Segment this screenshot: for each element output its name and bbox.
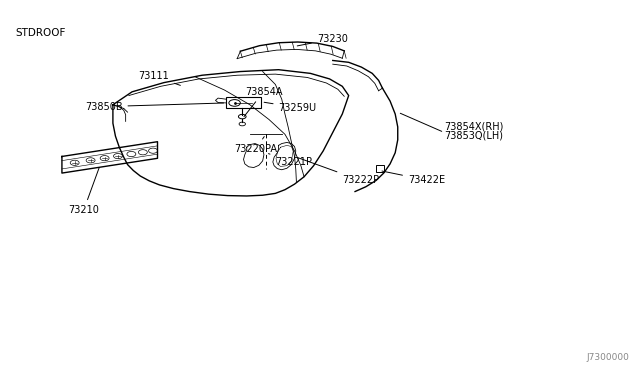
Text: 73111: 73111 [138,71,180,86]
Text: 73853Q(LH): 73853Q(LH) [444,130,503,140]
Text: 73259U: 73259U [264,102,317,113]
Text: 73850B: 73850B [85,102,223,112]
Text: 73422E: 73422E [382,171,445,185]
Text: 73230: 73230 [297,34,348,46]
Text: 73222P: 73222P [297,157,380,186]
Text: 73210: 73210 [68,167,99,215]
Text: J7300000: J7300000 [586,353,629,362]
Text: 73854A: 73854A [244,87,282,116]
Text: STDROOF: STDROOF [15,28,66,38]
Text: 73221P: 73221P [268,154,312,167]
Text: 73854X(RH): 73854X(RH) [444,122,504,132]
Bar [376,165,384,172]
Text: 73220PA: 73220PA [234,137,277,154]
